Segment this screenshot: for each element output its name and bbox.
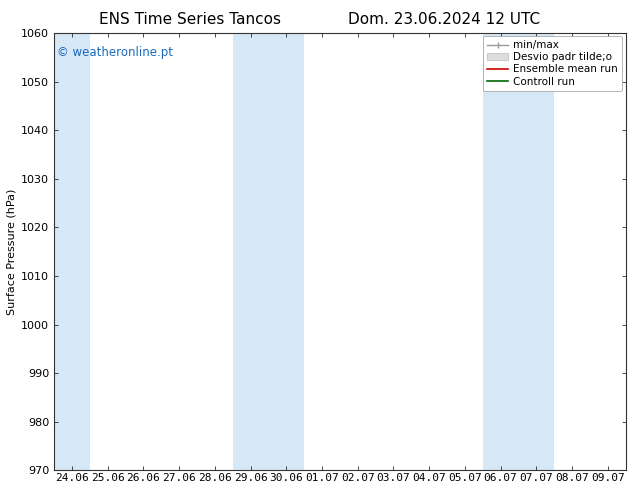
Text: © weatheronline.pt: © weatheronline.pt — [57, 46, 173, 59]
Y-axis label: Surface Pressure (hPa): Surface Pressure (hPa) — [7, 189, 17, 315]
Text: Dom. 23.06.2024 12 UTC: Dom. 23.06.2024 12 UTC — [347, 12, 540, 27]
Text: ENS Time Series Tancos: ENS Time Series Tancos — [99, 12, 281, 27]
Bar — [519, 33, 554, 470]
Bar — [233, 33, 268, 470]
Bar — [54, 33, 90, 470]
Bar — [482, 33, 519, 470]
Bar — [268, 33, 304, 470]
Legend: min/max, Desvio padr tilde;o, Ensemble mean run, Controll run: min/max, Desvio padr tilde;o, Ensemble m… — [483, 36, 623, 91]
